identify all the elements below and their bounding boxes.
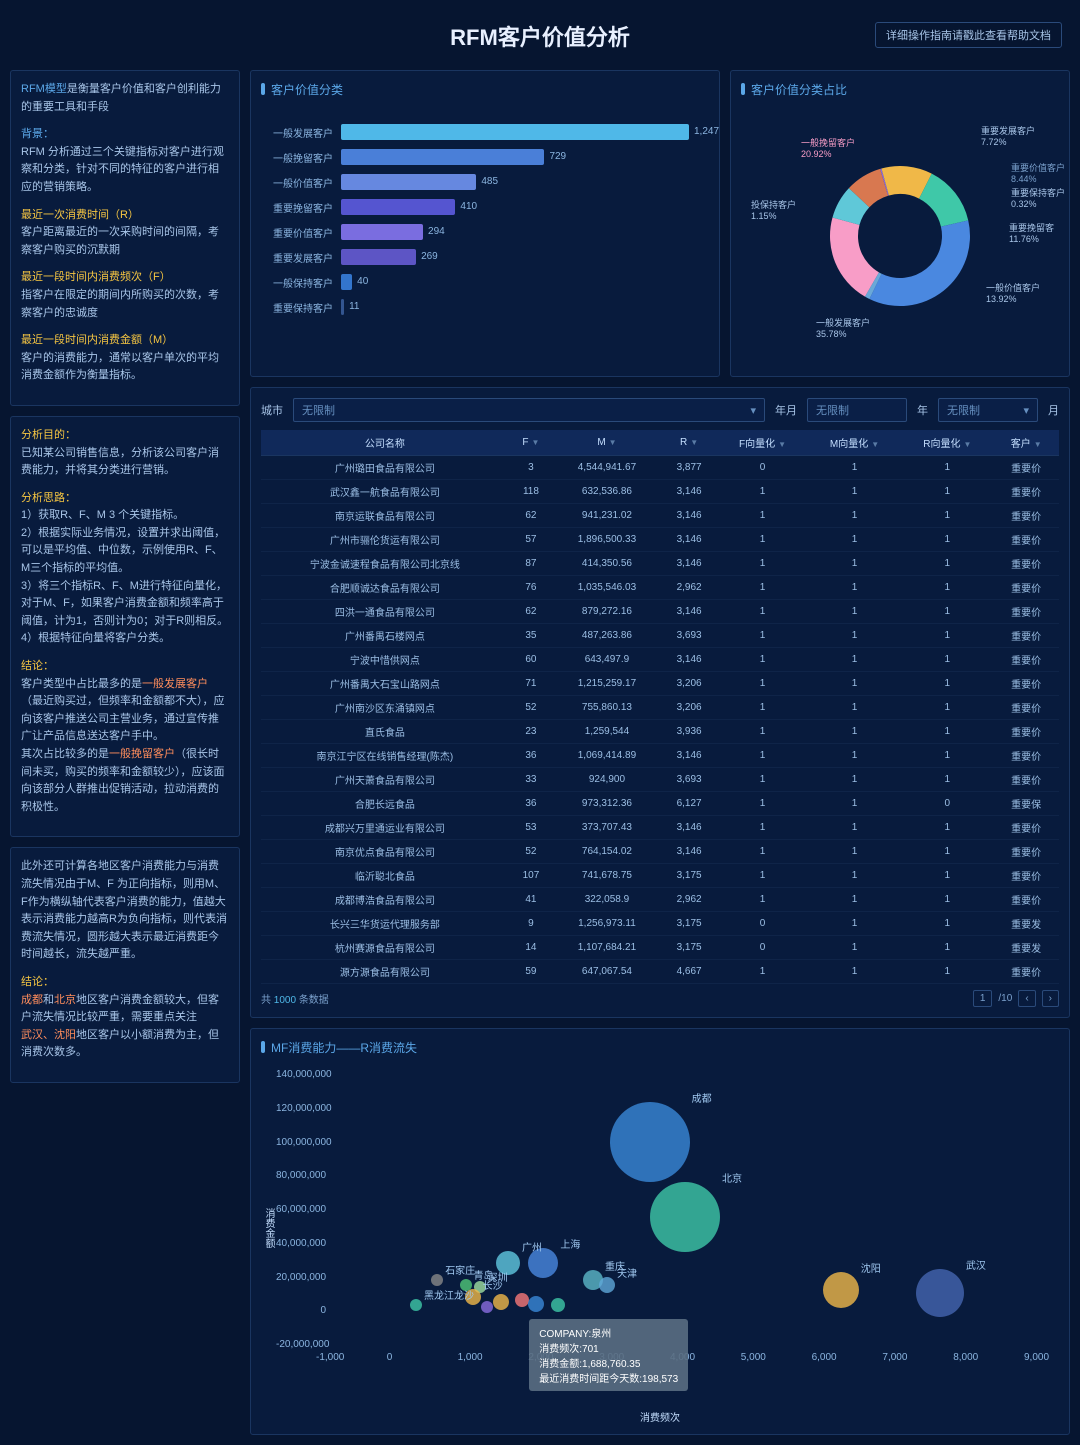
table-row[interactable]: 宁波中惜供网点60643,497.93,146111重要价 [261,648,1059,672]
page-title: RFM客户价值分析 [450,20,630,52]
scatter-bubble[interactable] [481,1301,493,1313]
donut-slice-label: 重要发展客户 7.72% [981,124,1035,147]
data-table: 公司名称F▼M▼R▼F向量化▼M向量化▼R向量化▼客户▼ 广州璐田食品有限公司3… [261,430,1059,984]
bar-chart-panel: 客户价值分类 一般发展客户1,247一般挽留客户729一般价值客户485重要挽留… [250,70,720,377]
donut-slice-label: 重要价值客户 8.44% [1011,161,1065,184]
scatter-bubble[interactable] [528,1296,544,1312]
scatter-title: MF消费能力——R消费流失 [261,1039,1059,1056]
scatter-chart: 消费金额 消费频次 -20,000,000020,000,00040,000,0… [261,1064,1059,1424]
bubble-label: 北京 [722,1170,742,1185]
table-header[interactable]: F向量化▼ [717,430,807,456]
bar-label: 重要发展客户 [261,250,341,265]
table-row[interactable]: 武汉鑫一航食品有限公司118632,536.863,146111重要价 [261,480,1059,504]
page-input[interactable]: 1 [973,990,993,1007]
bubble-label: 上海 [560,1236,580,1251]
table-header[interactable]: R向量化▼ [901,430,993,456]
table-panel: 城市 无限制 ▾ 年月 无限制 年 无限制 ▾ 月 公司名称F▼M▼R▼F向量化… [250,387,1070,1018]
table-row[interactable]: 源方源食品有限公司59647,067.544,667111重要价 [261,960,1059,984]
chevron-down-icon: ▾ [750,404,756,417]
scatter-bubble[interactable] [551,1298,565,1312]
side-panel-scatter-notes: 此外还可计算各地区客户消费能力与消费流失情况由于M、F 为正向指标，则用M、F作… [10,847,240,1083]
prev-page-button[interactable]: ‹ [1018,990,1035,1007]
scatter-bubble[interactable] [493,1294,509,1310]
scatter-bubble[interactable] [431,1274,443,1286]
table-row[interactable]: 广州璐田食品有限公司34,544,941.673,877011重要价 [261,456,1059,480]
bar-label: 一般发展客户 [261,125,341,140]
table-row[interactable]: 直氏食品231,259,5443,936111重要价 [261,720,1059,744]
table-row[interactable]: 杭州赛源食品有限公司141,107,684.213,175011重要发 [261,936,1059,960]
bubble-label: 长沙 [483,1277,503,1292]
donut-slice-label: 投保持客户 1.15% [751,198,796,221]
table-header[interactable]: F▼ [509,430,553,456]
table-header[interactable]: M向量化▼ [808,430,902,456]
donut-chart: 一般挽留客户 20.92%重要发展客户 7.72%重要价值客户 8.44%重要保… [741,106,1059,366]
table-row[interactable]: 合肥顺诚达食品有限公司761,035,546.032,962111重要价 [261,576,1059,600]
scatter-bubble[interactable] [650,1182,720,1252]
donut-slice-label: 一般挽留客户 20.92% [801,136,855,159]
table-row[interactable]: 四洪一通食品有限公司62879,272.163,146111重要价 [261,600,1059,624]
table-row[interactable]: 南京运联食品有限公司62941,231.023,146111重要价 [261,504,1059,528]
bubble-label: 广州 [522,1239,542,1254]
scatter-tooltip: COMPANY:泉州消费频次:701消费金额:1,688,760.35最近消费时… [529,1319,688,1391]
side-panel-analysis: 分析目的：已知某公司销售信息，分析该公司客户消费能力，并将其分类进行营销。 分析… [10,416,240,837]
table-row[interactable]: 合肥长远食品36973,312.366,127110重要保 [261,792,1059,816]
table-row[interactable]: 南京优点食品有限公司52764,154.023,146111重要价 [261,840,1059,864]
scatter-bubble[interactable] [410,1299,422,1311]
bubble-label: 成都 [692,1090,712,1105]
scatter-bubble[interactable] [599,1277,615,1293]
donut-slice-label: 一般发展客户 35.78% [816,316,870,339]
table-header[interactable]: 公司名称 [261,430,509,456]
bubble-label: 黑龙江龙沙 [424,1287,474,1302]
scatter-bubble[interactable] [823,1272,859,1308]
month-filter[interactable]: 无限制 ▾ [938,398,1038,422]
bubble-label: 武汉 [966,1257,986,1272]
scatter-bubble[interactable] [610,1102,690,1182]
bar-label: 重要价值客户 [261,225,341,240]
year-filter[interactable]: 无限制 [807,398,907,422]
table-row[interactable]: 南京江宁区在线销售经理(陈杰)361,069,414.893,146111重要价 [261,744,1059,768]
bar-label: 重要挽留客户 [261,200,341,215]
donut-slice-label: 重要保持客户 0.32% [1011,186,1065,209]
help-link[interactable]: 详细操作指南请戳此查看帮助文档 [875,22,1062,48]
filter-city-label: 城市 [261,402,283,418]
table-row[interactable]: 广州番禺石楼网点35487,263.863,693111重要价 [261,624,1059,648]
donut-slice-label: 一般价值客户 13.92% [986,281,1040,304]
bar-chart-title: 客户价值分类 [261,81,709,98]
bar-label: 一般保持客户 [261,275,341,290]
donut-title: 客户价值分类占比 [741,81,1059,98]
bubble-label: 天津 [617,1265,637,1280]
scatter-bubble[interactable] [916,1269,964,1317]
chevron-down-icon: ▾ [1023,404,1029,417]
table-row[interactable]: 成都博浩食品有限公司41322,058.92,962111重要价 [261,888,1059,912]
bar-label: 一般挽留客户 [261,150,341,165]
side-panel-intro: RFM模型是衡量客户价值和客户创利能力的重要工具和手段 背景：RFM 分析通过三… [10,70,240,406]
next-page-button[interactable]: › [1042,990,1059,1007]
table-row[interactable]: 广州天萧食品有限公司33924,9003,693111重要价 [261,768,1059,792]
donut-panel: 客户价值分类占比 一般挽留客户 20.92% 重要发展客户 7.72% 重要价值客户… [730,70,1070,377]
bar-label: 重要保持客户 [261,300,341,315]
table-row[interactable]: 成都兴万里通运业有限公司53373,707.433,146111重要价 [261,816,1059,840]
table-header[interactable]: M▼ [553,430,661,456]
bubble-label: 石家庄 [445,1262,475,1277]
table-row[interactable]: 长兴三华货运代理服务部91,256,973.113,175011重要发 [261,912,1059,936]
bar-label: 一般价值客户 [261,175,341,190]
filter-ym-label: 年月 [775,402,797,418]
scatter-bubble[interactable] [515,1293,529,1307]
bubble-label: 沈阳 [861,1260,881,1275]
table-header[interactable]: R▼ [661,430,718,456]
donut-slice-label: 重要挽留客 11.76% [1009,221,1054,244]
scatter-panel: MF消费能力——R消费流失 消费金额 消费频次 -20,000,000020,0… [250,1028,1070,1435]
city-filter[interactable]: 无限制 ▾ [293,398,765,422]
table-header[interactable]: 客户▼ [993,430,1059,456]
table-row[interactable]: 宁波金诚速程食品有限公司北京线87414,350.563,146111重要价 [261,552,1059,576]
table-row[interactable]: 广州番禺大石宝山路网点711,215,259.173,206111重要价 [261,672,1059,696]
table-row[interactable]: 广州南沙区东涌镇网点52755,860.133,206111重要价 [261,696,1059,720]
table-row[interactable]: 临沂聪北食品107741,678.753,175111重要价 [261,864,1059,888]
bar-chart: 一般发展客户1,247一般挽留客户729一般价值客户485重要挽留客户410重要… [261,106,709,333]
table-row[interactable]: 广州市骊伦货运有限公司571,896,500.333,146111重要价 [261,528,1059,552]
